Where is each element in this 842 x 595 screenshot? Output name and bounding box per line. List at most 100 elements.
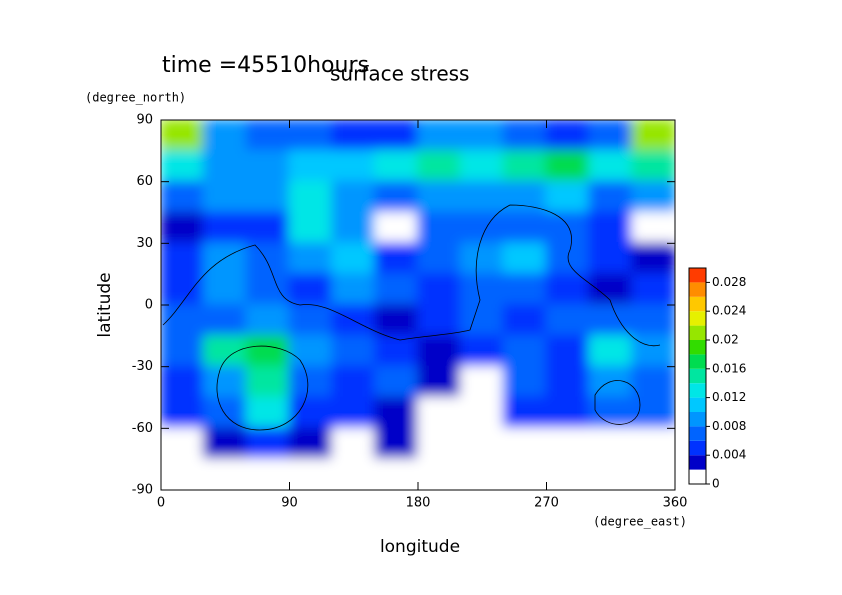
cell bbox=[202, 149, 248, 183]
cell bbox=[245, 211, 291, 245]
cell bbox=[588, 211, 634, 245]
cell bbox=[374, 120, 419, 152]
cell bbox=[545, 304, 591, 337]
cell bbox=[245, 180, 291, 214]
cell bbox=[374, 149, 419, 183]
cell bbox=[459, 149, 505, 183]
cell bbox=[331, 180, 377, 214]
cell bbox=[502, 427, 548, 461]
cell bbox=[588, 304, 634, 337]
cell bbox=[331, 396, 377, 430]
cell bbox=[631, 120, 675, 152]
cell bbox=[374, 304, 419, 337]
cell bbox=[161, 458, 205, 490]
cell bbox=[545, 120, 591, 152]
x-tick-label: 180 bbox=[406, 496, 431, 511]
cell bbox=[502, 458, 548, 490]
colorbar-tick-label: 0.024 bbox=[712, 304, 746, 318]
cell bbox=[502, 304, 548, 337]
cell bbox=[631, 334, 675, 368]
cell bbox=[502, 242, 548, 276]
cell bbox=[202, 273, 248, 306]
y-tick-label: -90 bbox=[132, 483, 153, 498]
cell bbox=[245, 458, 291, 490]
colorbar-tick-label: 0.02 bbox=[712, 333, 739, 347]
cell bbox=[588, 120, 634, 152]
cell bbox=[417, 427, 462, 461]
cell bbox=[288, 304, 334, 337]
colorbar-swatch bbox=[689, 282, 706, 297]
cell bbox=[331, 211, 377, 245]
cell bbox=[459, 334, 505, 368]
cell bbox=[502, 334, 548, 368]
cell bbox=[331, 365, 377, 399]
cell bbox=[588, 427, 634, 461]
cell bbox=[502, 120, 548, 152]
y-tick-label: -30 bbox=[132, 359, 153, 374]
cell bbox=[502, 273, 548, 306]
cell bbox=[331, 149, 377, 183]
cell bbox=[245, 273, 291, 306]
cell bbox=[417, 211, 462, 245]
cell bbox=[588, 273, 634, 306]
y-tick-label: 60 bbox=[136, 174, 153, 189]
cell bbox=[288, 273, 334, 306]
cell bbox=[459, 180, 505, 214]
cell bbox=[161, 304, 205, 337]
cell bbox=[288, 120, 334, 152]
colorbar-swatch bbox=[689, 340, 706, 355]
cell bbox=[459, 396, 505, 430]
cell bbox=[245, 149, 291, 183]
cell bbox=[331, 273, 377, 306]
cell bbox=[331, 427, 377, 461]
colorbar-swatch bbox=[689, 296, 706, 312]
cell bbox=[588, 149, 634, 183]
cell bbox=[502, 396, 548, 430]
cell bbox=[331, 120, 377, 152]
cell bbox=[161, 427, 205, 461]
cell bbox=[202, 242, 248, 276]
cell bbox=[545, 396, 591, 430]
colorbar-swatch bbox=[689, 440, 706, 456]
cell bbox=[374, 273, 419, 306]
cell bbox=[288, 427, 334, 461]
cell bbox=[545, 334, 591, 368]
y-tick-label: 90 bbox=[136, 113, 153, 128]
cell bbox=[588, 458, 634, 490]
x-tick-label: 90 bbox=[281, 496, 298, 511]
cell bbox=[459, 427, 505, 461]
cell bbox=[417, 149, 462, 183]
cell bbox=[545, 458, 591, 490]
cell bbox=[161, 242, 205, 276]
cell bbox=[374, 458, 419, 490]
cell bbox=[202, 211, 248, 245]
colorbar-tick-label: 0.012 bbox=[712, 390, 746, 404]
cell bbox=[374, 242, 419, 276]
y-label: latitude bbox=[95, 272, 115, 337]
cell bbox=[417, 180, 462, 214]
cell bbox=[161, 149, 205, 183]
x-tick-label: 0 bbox=[157, 496, 165, 511]
cell bbox=[161, 365, 205, 399]
cell bbox=[588, 334, 634, 368]
cell bbox=[631, 211, 675, 245]
cell bbox=[459, 304, 505, 337]
cell bbox=[245, 427, 291, 461]
cell bbox=[288, 396, 334, 430]
y-tick-label: -60 bbox=[132, 421, 153, 436]
cell bbox=[245, 304, 291, 337]
cell bbox=[331, 242, 377, 276]
cell bbox=[288, 211, 334, 245]
cell bbox=[417, 396, 462, 430]
coastline bbox=[162, 204, 661, 347]
cell bbox=[631, 396, 675, 430]
cell bbox=[588, 180, 634, 214]
colorbar-swatch bbox=[689, 426, 706, 441]
cell bbox=[417, 458, 462, 490]
cell bbox=[374, 334, 419, 368]
cell bbox=[545, 211, 591, 245]
subtitle: time =45510hours bbox=[162, 53, 369, 78]
colorbar-swatch bbox=[689, 325, 706, 340]
x-tick-label: 270 bbox=[534, 496, 559, 511]
